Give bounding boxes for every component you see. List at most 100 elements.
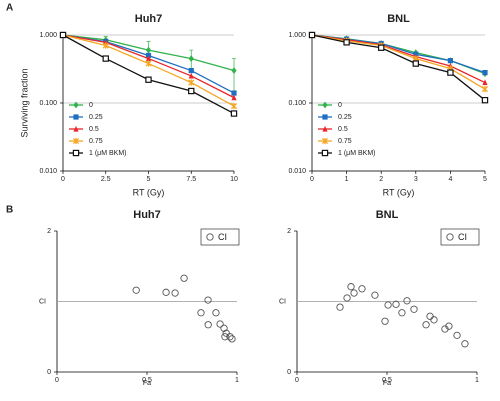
panel-label: B <box>6 205 13 216</box>
marker <box>59 31 67 39</box>
marker <box>482 79 488 86</box>
marker <box>336 303 344 311</box>
legend-box <box>200 228 240 246</box>
marker <box>216 320 224 328</box>
marker <box>145 46 152 54</box>
marker <box>445 322 453 330</box>
marker <box>145 60 152 67</box>
marker <box>422 321 430 329</box>
marker <box>188 55 194 62</box>
series-line <box>311 34 486 90</box>
marker <box>188 72 194 79</box>
y-tick-label: 0.100 <box>288 100 306 107</box>
marker <box>392 300 400 308</box>
marker <box>403 297 411 305</box>
marker <box>102 55 109 62</box>
marker <box>73 125 79 132</box>
marker <box>171 289 179 297</box>
marker <box>398 309 406 317</box>
y-tick-label: 0 <box>287 369 291 376</box>
marker <box>410 305 418 313</box>
marker <box>72 149 80 157</box>
marker <box>350 289 358 297</box>
legend-label: 0.25 <box>89 114 103 121</box>
chart-title: BNL <box>376 209 399 221</box>
y-axis-label: Surviving fraction <box>19 68 29 137</box>
x-tick-label: 0 <box>61 176 65 183</box>
marker <box>230 110 238 117</box>
y-axis-label: CI <box>279 298 286 305</box>
marker <box>72 137 80 145</box>
marker <box>453 331 461 339</box>
marker <box>322 125 328 132</box>
legend-label: 0 <box>89 102 93 109</box>
x-tick-label: 2 <box>379 176 383 183</box>
chart-title: BNL <box>387 13 410 25</box>
legend-label: 1 (μM BKM) <box>338 150 375 157</box>
y-tick-label: 1.000 <box>39 32 57 39</box>
legend-label: 0 <box>338 102 342 109</box>
x-tick-label: 7.5 <box>186 176 196 183</box>
x-tick-label: 0 <box>310 176 314 183</box>
legend-label: CI <box>218 232 227 242</box>
x-axis-label: Fa <box>143 380 151 387</box>
marker <box>73 114 79 120</box>
y-tick-label: 2 <box>287 228 291 235</box>
marker <box>481 96 489 104</box>
y-tick-label: 1.000 <box>288 32 306 39</box>
marker <box>231 67 237 74</box>
y-tick-label: 0.010 <box>39 168 57 175</box>
x-tick-label: 0 <box>295 377 299 384</box>
marker <box>321 149 329 157</box>
marker <box>226 333 234 341</box>
marker <box>347 283 355 291</box>
x-tick-label: 0 <box>55 377 59 384</box>
legend-label: 0.25 <box>338 114 352 121</box>
marker <box>308 31 316 39</box>
x-tick-label: 5 <box>147 176 151 183</box>
x-tick-label: 1 <box>235 377 239 384</box>
marker <box>426 312 434 320</box>
series-line <box>311 34 486 101</box>
x-tick-label: 1 <box>475 377 479 384</box>
marker <box>358 285 366 293</box>
marker <box>384 301 392 309</box>
marker <box>204 321 212 329</box>
y-axis-label: CI <box>39 298 46 305</box>
marker <box>220 324 228 332</box>
x-axis-label: RT (Gy) <box>133 187 165 197</box>
x-tick-label: 0.5 <box>142 377 152 384</box>
marker <box>188 79 195 86</box>
legend-box <box>440 228 480 246</box>
legend-label: CI <box>458 232 467 242</box>
marker <box>481 86 489 93</box>
marker <box>228 335 236 343</box>
marker <box>461 340 469 348</box>
marker <box>162 288 170 296</box>
marker <box>132 286 140 294</box>
legend-label: 0.75 <box>338 138 352 145</box>
marker <box>447 58 453 64</box>
marker <box>430 316 438 324</box>
marker <box>231 94 237 101</box>
marker <box>188 87 195 95</box>
marker <box>206 233 214 241</box>
y-tick-label: 2 <box>47 228 51 235</box>
marker <box>447 69 454 76</box>
marker <box>73 101 79 109</box>
marker <box>180 274 188 282</box>
marker <box>230 103 238 110</box>
x-tick-label: 0.5 <box>382 377 392 384</box>
y-tick-label: 0.010 <box>288 168 306 175</box>
marker <box>322 114 328 120</box>
marker <box>197 309 205 317</box>
panel-label: A <box>6 3 13 14</box>
marker <box>204 296 212 304</box>
x-tick-label: 2.5 <box>101 176 111 183</box>
x-tick-label: 1 <box>345 176 349 183</box>
marker <box>221 333 229 341</box>
x-tick-label: 10 <box>230 176 238 183</box>
x-tick-label: 3 <box>414 176 418 183</box>
marker <box>145 55 152 62</box>
